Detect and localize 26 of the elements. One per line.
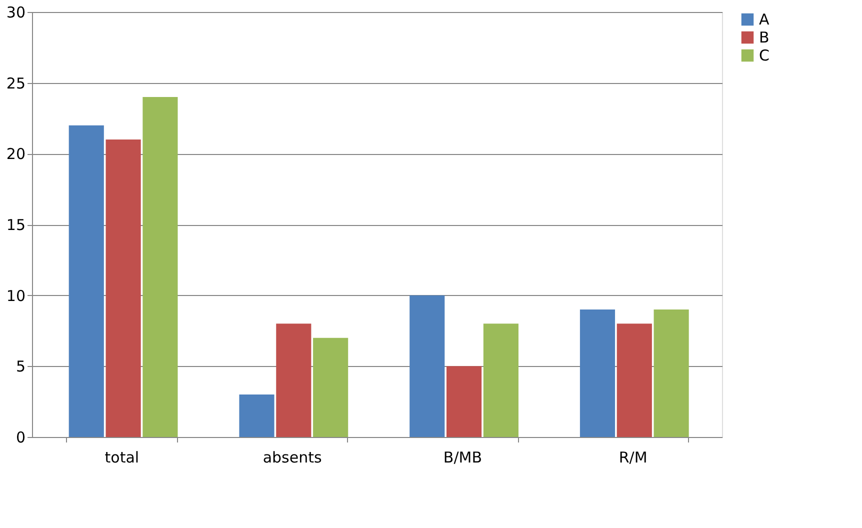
- bar: [616, 324, 652, 437]
- legend-label: B: [759, 28, 770, 46]
- bar: [239, 394, 274, 437]
- bar: [446, 366, 482, 437]
- bar: [580, 310, 616, 437]
- y-tick-label: 25: [6, 74, 26, 92]
- bar: [410, 295, 445, 437]
- y-tick-label: 15: [6, 216, 26, 234]
- bar: [68, 125, 104, 437]
- x-tick-label: absents: [262, 448, 322, 466]
- legend-label: C: [759, 46, 770, 64]
- bar: [654, 310, 689, 437]
- y-tick-label: 0: [16, 428, 26, 446]
- x-tick-label: R/M: [618, 448, 648, 466]
- bar: [313, 338, 348, 437]
- bar: [106, 140, 141, 437]
- y-tick-label: 30: [6, 4, 26, 22]
- x-tick-label: B/MB: [443, 448, 482, 466]
- bar: [483, 324, 518, 437]
- y-tick-label: 10: [6, 286, 26, 305]
- bar: [276, 324, 312, 437]
- y-tick-label: 20: [6, 145, 26, 164]
- y-tick-label: 5: [16, 358, 26, 376]
- x-tick-label: total: [104, 448, 140, 466]
- legend-label: A: [759, 10, 770, 28]
- bar: [142, 97, 178, 437]
